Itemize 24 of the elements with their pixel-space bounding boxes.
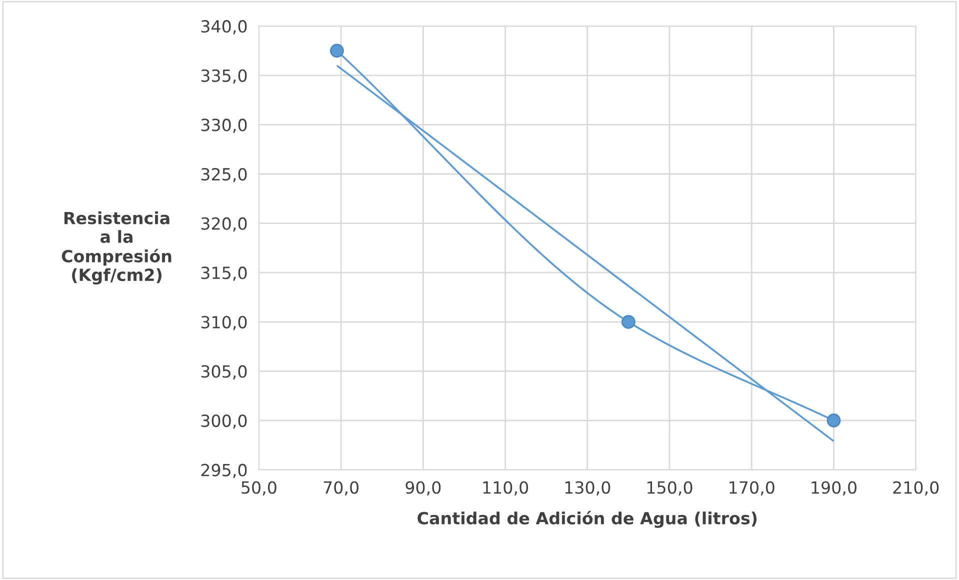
x-tick-label: 130,0 [565, 481, 610, 496]
x-tick-label: 50,0 [242, 481, 276, 496]
x-tick-label: 170,0 [730, 481, 774, 496]
y-tick-label: 305,0 [201, 365, 247, 380]
x-tick-label: 90,0 [406, 481, 441, 496]
point [826, 414, 841, 428]
point [622, 314, 636, 329]
x-tick-label: 70,0 [324, 481, 358, 496]
point [330, 44, 344, 58]
x-tick-label: 150,0 [647, 481, 692, 496]
x-axis-title: Cantidad de Adición de Agua (litros) [418, 510, 757, 528]
y-tick-label: 340,0 [201, 20, 247, 34]
y-tick-label: 300,0 [201, 414, 247, 429]
y-tick-label: 330,0 [201, 118, 247, 133]
y-tick-label: 320,0 [201, 217, 247, 232]
y-axis-title: Resistencia a la Compresión (Kgf/cm2) [62, 211, 172, 284]
y-tick-label: 335,0 [201, 69, 247, 84]
y-tick-label: 325,0 [201, 168, 247, 182]
y-tick-label: 315,0 [201, 266, 247, 281]
x-tick-label: 190,0 [812, 481, 856, 496]
x-tick-label: 110,0 [483, 481, 528, 496]
x-tick-label: 210,0 [893, 481, 939, 496]
y-tick-label: 295,0 [201, 464, 247, 478]
y-tick-label: 310,0 [201, 316, 247, 330]
